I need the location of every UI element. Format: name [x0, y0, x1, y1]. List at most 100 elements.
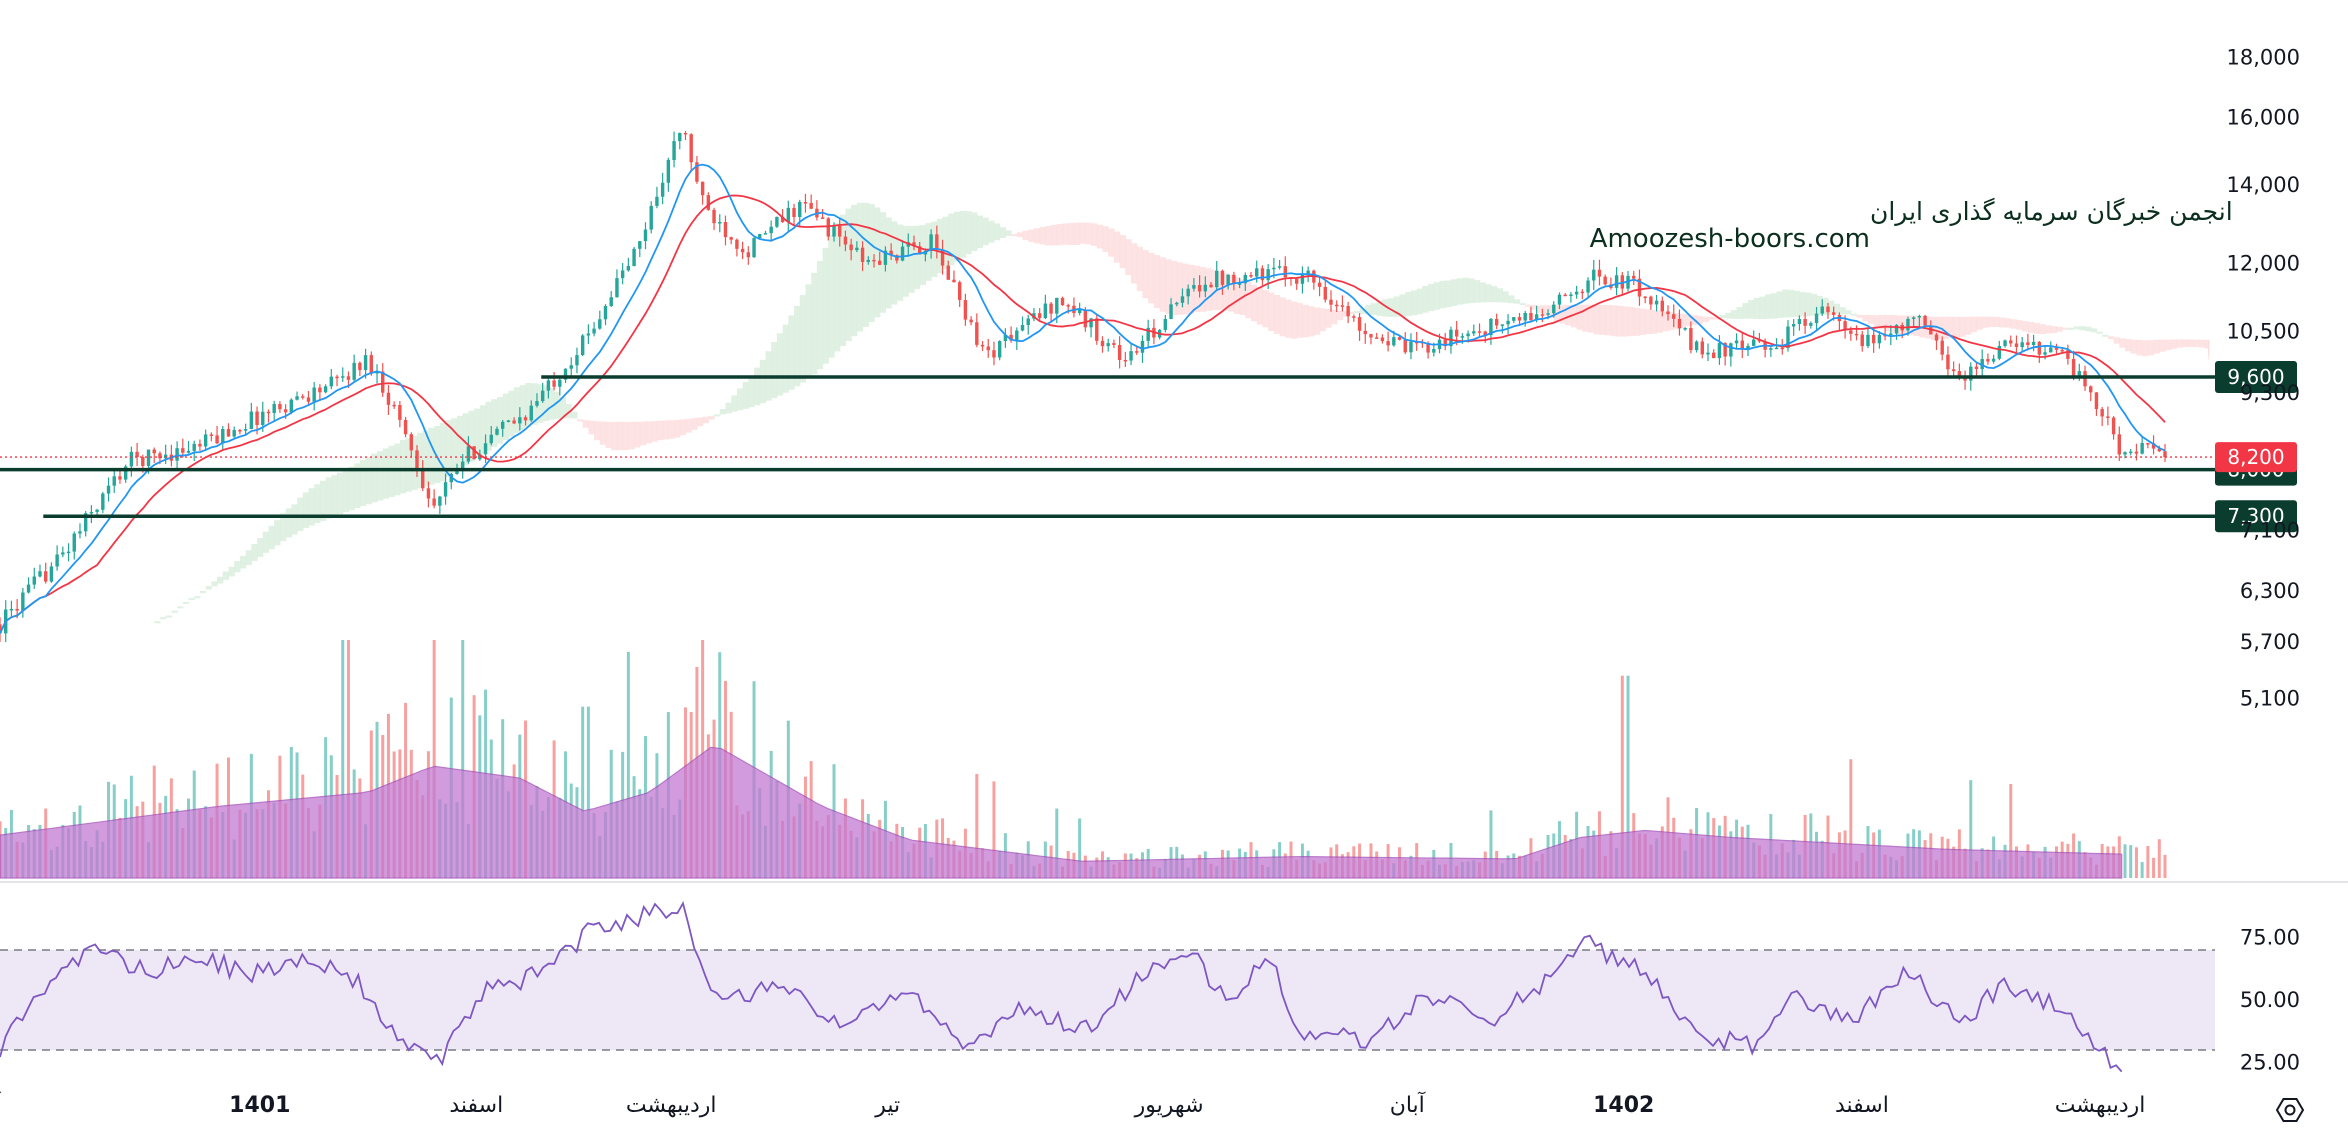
candle-up	[569, 365, 573, 369]
cloud-segment	[2073, 326, 2080, 330]
candle-up	[489, 434, 493, 444]
candle-down	[1689, 328, 1693, 351]
candle-up	[55, 554, 59, 567]
cloud-segment	[251, 544, 258, 562]
candle-up	[1277, 266, 1282, 268]
cloud-segment	[1862, 315, 1869, 322]
cloud-segment	[2199, 339, 2206, 348]
candle-up	[1917, 315, 1922, 318]
cloud-segment	[993, 223, 1001, 241]
candle-up	[1500, 324, 1505, 326]
cloud-segment	[902, 225, 909, 297]
cloud-segment	[514, 387, 521, 433]
cloud-segment	[1530, 304, 1538, 310]
cloud-segment	[816, 260, 824, 370]
cloud-segment	[1091, 223, 1098, 246]
cloud-segment	[325, 477, 332, 519]
candle-up	[1489, 318, 1493, 336]
cloud-segment	[759, 359, 767, 404]
candle-down	[1957, 371, 1962, 378]
candle-up	[363, 355, 368, 371]
candle-up	[341, 376, 345, 378]
candle-up	[2031, 341, 2036, 346]
candle-up	[1003, 334, 1008, 342]
candle-down	[0, 624, 2, 634]
cloud-segment	[594, 421, 601, 441]
candle-down	[1117, 344, 1122, 360]
candle-down	[1049, 303, 1053, 314]
candle-up	[460, 461, 465, 471]
candle-down	[2089, 386, 2093, 393]
cloud-segment	[1565, 305, 1572, 326]
candle-up	[2003, 340, 2007, 346]
candle-down	[386, 392, 391, 405]
cloud-segment	[1885, 315, 1892, 331]
cloud-segment	[799, 295, 807, 383]
candle-down	[1295, 278, 1299, 284]
cloud-segment	[228, 566, 235, 577]
cloud-segment	[2147, 340, 2155, 356]
candle-down	[1860, 334, 1864, 347]
cloud-segment	[1559, 305, 1566, 324]
settings-button[interactable]	[2275, 1098, 2305, 1122]
cloud-segment	[805, 284, 812, 379]
candle-down	[940, 249, 945, 266]
cloud-segment	[1462, 277, 1469, 304]
candle-down	[415, 450, 419, 469]
candle-up	[2140, 443, 2144, 454]
candle-up	[1215, 270, 1219, 288]
candle-down	[843, 236, 848, 245]
candle-down	[1037, 313, 1042, 319]
candle-down	[392, 404, 396, 407]
candle-up	[1020, 325, 1025, 331]
candle-down	[301, 396, 305, 398]
cloud-segment	[1576, 304, 1583, 330]
candle-down	[1677, 318, 1682, 329]
candle-up	[666, 160, 671, 183]
candle-down	[1540, 314, 1545, 316]
candle-up	[1797, 318, 1802, 325]
cloud-segment	[1068, 223, 1075, 245]
cloud-segment	[691, 418, 698, 430]
candle-down	[1854, 333, 1859, 336]
cloud-segment	[1348, 312, 1355, 315]
cloud-segment	[2159, 339, 2166, 352]
cloud-segment	[885, 217, 892, 309]
candle-down	[1403, 339, 1407, 353]
candle-down	[1666, 311, 1670, 315]
cloud-segment	[462, 413, 470, 466]
candle-up	[1534, 314, 1539, 321]
cloud-segment	[2119, 338, 2126, 348]
cloud-segment	[2125, 339, 2132, 352]
cloud-segment	[382, 448, 390, 499]
candle-up	[1814, 313, 1819, 324]
candle-down	[369, 355, 374, 374]
candle-down	[1220, 270, 1225, 285]
cloud-segment	[485, 401, 492, 451]
candle-up	[2020, 342, 2024, 347]
candle-up	[603, 305, 608, 320]
candle-up	[1472, 331, 1476, 334]
cloud-segment	[725, 402, 732, 414]
candle-down	[712, 209, 716, 224]
candle-up	[1734, 340, 1739, 344]
cloud-segment	[1513, 299, 1521, 304]
cloud-segment	[365, 457, 372, 505]
cloud-segment	[1713, 317, 1721, 320]
candle-down	[1923, 315, 1927, 326]
candle-up	[1820, 306, 1824, 314]
candle-up	[798, 202, 802, 218]
candle-down	[980, 344, 985, 347]
cloud-segment	[988, 220, 995, 243]
candle-up	[900, 246, 905, 261]
cloud-segment	[1536, 305, 1543, 313]
candle-up	[261, 411, 265, 426]
cloud-segment	[479, 405, 487, 455]
candle-down	[1672, 314, 1676, 319]
cloud-segment	[668, 420, 675, 439]
candle-down	[1620, 275, 1625, 289]
cloud-segment	[925, 223, 932, 281]
cloud-segment	[896, 224, 904, 301]
cloud-segment	[891, 221, 898, 305]
